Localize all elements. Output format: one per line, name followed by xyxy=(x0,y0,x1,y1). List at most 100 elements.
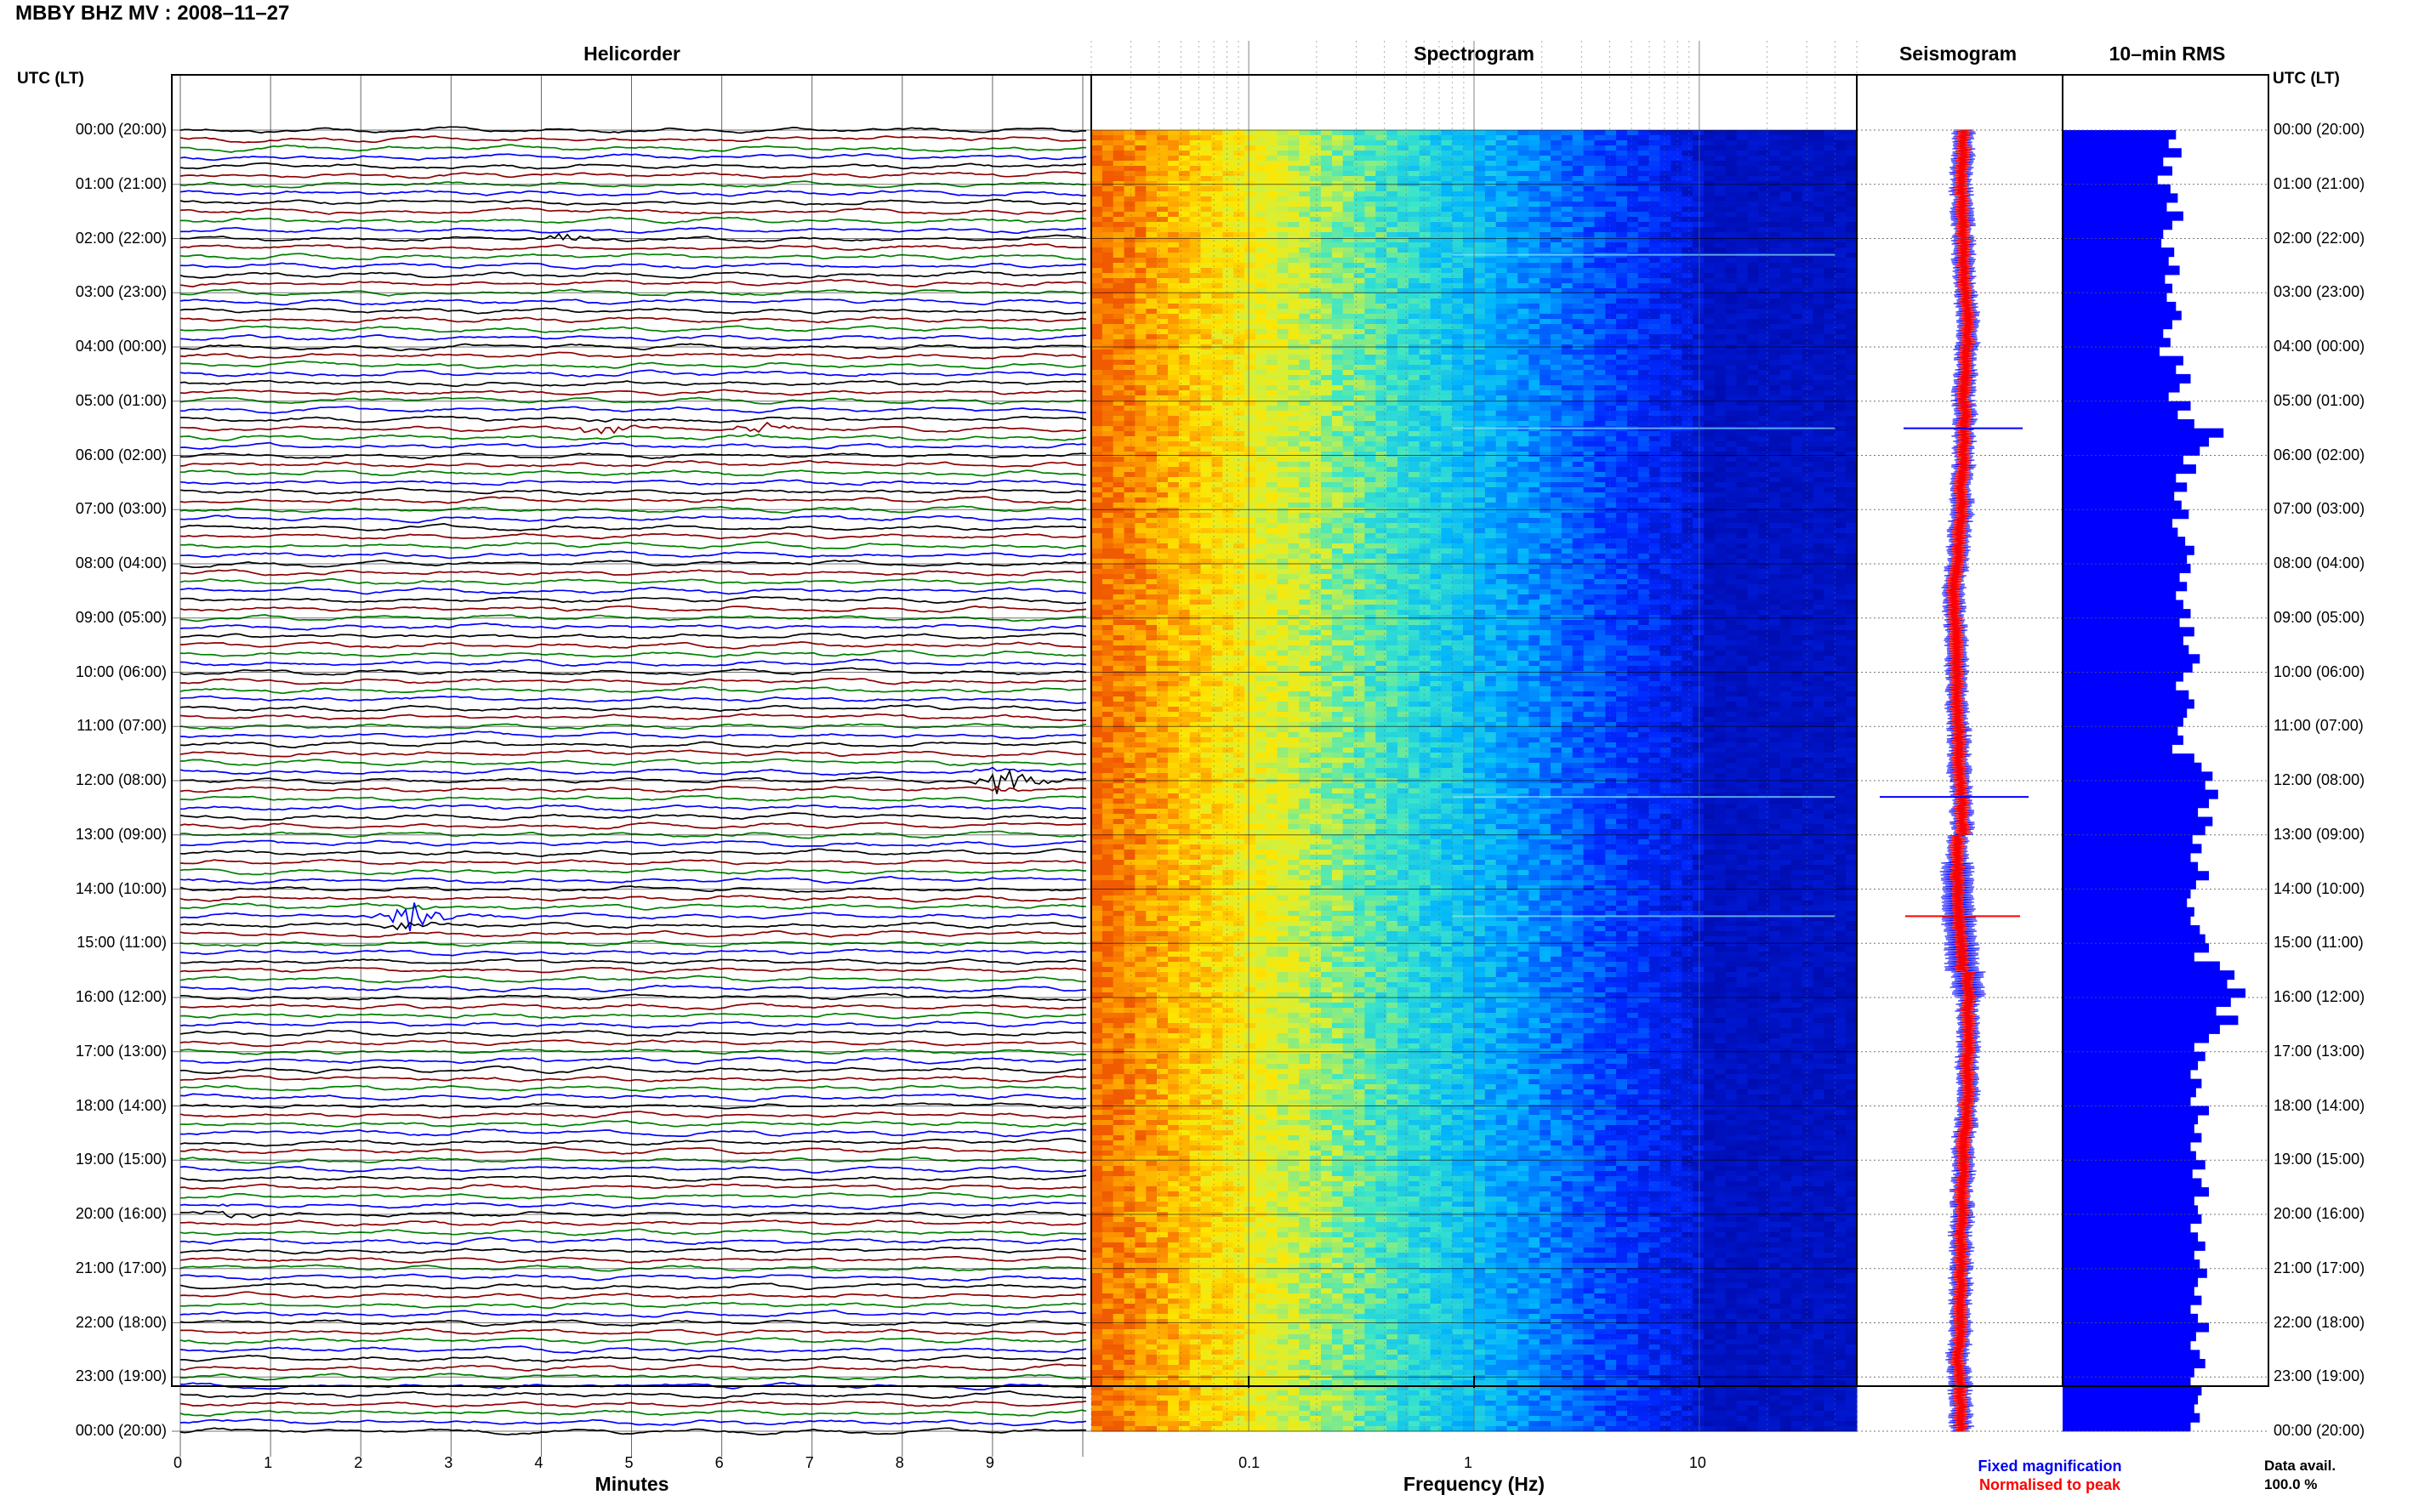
spectrogram-cell xyxy=(1725,355,1738,361)
spectrogram-cell xyxy=(1288,350,1300,355)
spectrogram-cell xyxy=(1255,350,1267,355)
spectrogram-cell xyxy=(1331,268,1344,274)
spectrogram-cell xyxy=(1222,202,1234,207)
spectrogram-cell xyxy=(1364,166,1376,172)
spectrogram-cell xyxy=(1222,166,1234,172)
spectrogram-cell xyxy=(1528,401,1540,406)
spectrogram-cell xyxy=(1637,273,1650,279)
spectrogram-cell xyxy=(1430,298,1443,304)
spectrogram-cell xyxy=(1211,273,1223,279)
spectrogram-cell xyxy=(1266,171,1278,177)
spectrogram-cell xyxy=(1233,360,1245,366)
spectrogram-cell xyxy=(1321,171,1333,177)
spectrogram-cell xyxy=(1441,156,1453,162)
spectrogram-cell xyxy=(1551,329,1562,335)
spectrogram-cell xyxy=(1124,431,1136,437)
spectrogram-cell xyxy=(1769,309,1781,315)
spectrogram-cell xyxy=(1714,202,1727,207)
spectrogram-cell xyxy=(1310,186,1322,192)
spectrogram-cell xyxy=(1430,176,1443,182)
spectrogram-cell xyxy=(1091,324,1103,330)
spectrogram-cell xyxy=(1846,253,1858,259)
spectrogram-cell xyxy=(1091,135,1103,141)
spectrogram-cell xyxy=(1386,411,1398,417)
spectrogram-cell xyxy=(1824,258,1836,264)
spectrogram-cell xyxy=(1824,273,1836,279)
spectrogram-cell xyxy=(1704,421,1716,427)
spectrogram-cell xyxy=(1495,212,1508,218)
spectrogram-cell xyxy=(1113,441,1125,447)
spectrogram-cell xyxy=(1561,406,1574,412)
spectrogram-cell xyxy=(1769,288,1781,294)
spectrogram-cell xyxy=(1474,207,1486,213)
spectrogram-cell xyxy=(1736,135,1749,141)
spectrogram-cell xyxy=(1693,161,1705,167)
spectrogram-cell xyxy=(1648,232,1661,238)
spectrogram-cell xyxy=(1780,217,1792,223)
spectrogram-cell xyxy=(1801,477,1814,483)
spectrogram-cell xyxy=(1736,207,1749,213)
spectrogram-cell xyxy=(1375,263,1387,269)
spectrogram-cell xyxy=(1648,237,1661,243)
spectrogram-cell xyxy=(1277,365,1289,371)
spectrogram-cell xyxy=(1211,319,1223,325)
spectrogram-cell xyxy=(1659,467,1672,473)
spectrogram-cell xyxy=(1693,467,1705,473)
spectrogram-cell xyxy=(1627,176,1639,182)
spectrogram-cell xyxy=(1540,171,1551,177)
spectrogram-cell xyxy=(1211,212,1223,218)
spectrogram-cell xyxy=(1386,334,1398,340)
spectrogram-cell xyxy=(1780,283,1792,289)
spectrogram-cell xyxy=(1375,145,1387,151)
helicorder-trace xyxy=(180,415,1087,423)
spectrogram-cell xyxy=(1551,411,1562,417)
spectrogram-cell xyxy=(1813,360,1825,366)
spectrogram-cell xyxy=(1375,462,1387,468)
spectrogram-cell xyxy=(1146,426,1158,432)
spectrogram-cell xyxy=(1211,135,1223,141)
spectrogram-cell xyxy=(1441,258,1453,264)
spectrogram-cell xyxy=(1835,395,1847,401)
spectrogram-cell xyxy=(1277,339,1289,345)
spectrogram-cell xyxy=(1484,385,1497,391)
spectrogram-cell xyxy=(1255,293,1267,299)
spectrogram-cell xyxy=(1605,314,1617,320)
spectrogram-cell xyxy=(1627,273,1639,279)
spectrogram-cell xyxy=(1113,186,1125,192)
spectrogram-cell xyxy=(1397,324,1409,330)
spectrogram-cell xyxy=(1583,176,1596,182)
helicorder-trace xyxy=(179,1011,1087,1020)
spectrogram-cell xyxy=(1671,452,1682,458)
spectrogram-cell xyxy=(1725,314,1738,320)
spectrogram-cell xyxy=(1113,314,1125,320)
spectrogram-cell xyxy=(1430,334,1443,340)
spectrogram-cell xyxy=(1659,273,1672,279)
spectrogram-cell xyxy=(1725,350,1738,355)
spectrogram-cell xyxy=(1211,462,1223,468)
spectrogram-cell xyxy=(1299,390,1311,396)
spectrogram-cell xyxy=(1474,130,1486,136)
spectrogram-cell xyxy=(1551,268,1562,274)
spectrogram-cell xyxy=(1801,283,1814,289)
spectrogram-cell xyxy=(1824,304,1836,310)
spectrogram-cell xyxy=(1211,293,1223,299)
spectrogram-cell xyxy=(1551,431,1562,437)
spectrogram-cell xyxy=(1790,273,1803,279)
spectrogram-cell xyxy=(1310,482,1322,488)
spectrogram-cell xyxy=(1540,446,1551,452)
spectrogram-cell xyxy=(1222,385,1234,391)
spectrogram-cell xyxy=(1189,171,1202,177)
spectrogram-cell xyxy=(1801,339,1814,345)
spectrogram-cell xyxy=(1648,140,1661,146)
spectrogram-cell xyxy=(1331,380,1344,386)
spectrogram-cell xyxy=(1310,263,1322,269)
spectrogram-cell xyxy=(1561,421,1574,427)
spectrogram-cell xyxy=(1255,247,1267,253)
spectrogram-cell xyxy=(1277,186,1289,192)
spectrogram-cell xyxy=(1648,171,1661,177)
spectrogram-cell xyxy=(1637,416,1650,422)
spectrogram-cell xyxy=(1244,380,1256,386)
spectrogram-cell xyxy=(1331,130,1344,136)
helicorder-trace xyxy=(179,766,1087,776)
spectrogram-cell xyxy=(1288,207,1300,213)
